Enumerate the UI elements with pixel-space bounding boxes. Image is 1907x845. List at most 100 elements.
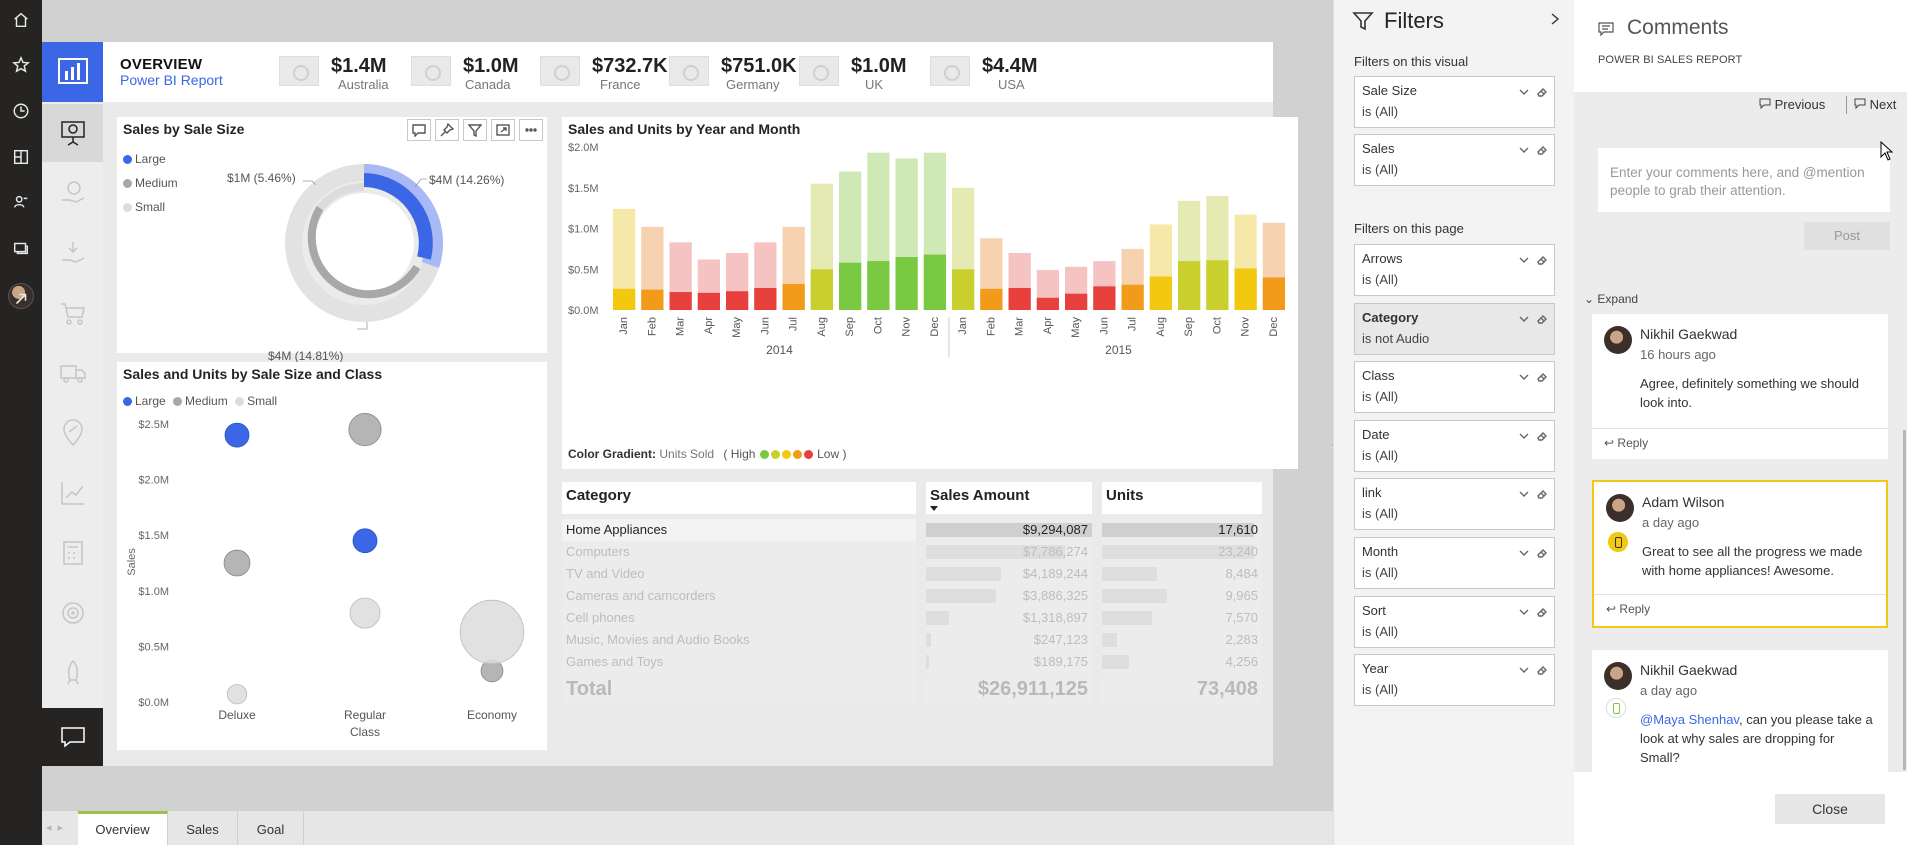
chevron-down-icon[interactable] — [1518, 547, 1530, 559]
home-icon[interactable] — [0, 0, 42, 40]
focus-mode-icon[interactable] — [491, 119, 515, 141]
tab-scroll-arrows[interactable]: ◂▸ — [46, 822, 70, 834]
column-bar-units[interactable] — [1065, 293, 1088, 310]
growth-chart-nav-icon[interactable] — [42, 464, 103, 522]
more-options-icon[interactable] — [519, 119, 543, 141]
bubble-card[interactable]: Sales and Units by Sale Size and Class L… — [117, 362, 547, 750]
filter-card-category[interactable]: Category is not Audio — [1354, 302, 1555, 355]
donut-arc-large[interactable] — [363, 173, 433, 260]
column-bar-units[interactable] — [980, 288, 1003, 310]
table-row[interactable]: Home Appliances $9,294,087 17,610 — [562, 519, 1262, 541]
table-row[interactable]: Games and Toys $189,175 4,256 — [562, 651, 1262, 673]
rocket-nav-icon[interactable] — [42, 644, 103, 702]
previous-button[interactable]: Previous — [1759, 97, 1825, 112]
expand-icon[interactable] — [0, 290, 42, 833]
legend-item-small[interactable]: Small — [123, 195, 178, 219]
column-bar-units[interactable] — [1121, 284, 1144, 310]
money-down-nav-icon[interactable] — [42, 224, 103, 282]
chevron-down-icon[interactable] — [1518, 430, 1530, 442]
column-bar-units[interactable] — [613, 288, 636, 310]
comment-author[interactable]: Nikhil Gaekwad — [1640, 662, 1738, 678]
eraser-icon[interactable] — [1536, 547, 1548, 559]
column-bar-units[interactable] — [1093, 286, 1116, 310]
comments-scrollbar[interactable] — [1903, 430, 1906, 770]
target-nav-icon[interactable] — [42, 584, 103, 642]
tab-sales[interactable]: Sales — [168, 811, 238, 845]
collapse-filters-icon[interactable] — [1548, 12, 1562, 26]
column-bar-units[interactable] — [952, 269, 975, 310]
column-bar-units[interactable] — [895, 257, 918, 310]
reply-button[interactable]: ↩ Reply — [1606, 602, 1650, 616]
chevron-down-icon[interactable] — [1518, 664, 1530, 676]
workspaces-icon[interactable] — [0, 228, 42, 268]
eraser-icon[interactable] — [1536, 430, 1548, 442]
filter-card-arrows[interactable]: Arrows is (All) — [1354, 244, 1555, 296]
column-bar-units[interactable] — [810, 269, 833, 310]
filter-card-date[interactable]: Date is (All) — [1354, 419, 1555, 472]
column-bar-units[interactable] — [782, 283, 805, 310]
filter-card-class[interactable]: Class is (All) — [1354, 361, 1555, 414]
column-bar-units[interactable] — [1234, 268, 1257, 310]
cart-nav-icon[interactable] — [42, 284, 103, 342]
chevron-down-icon[interactable] — [1518, 488, 1530, 500]
table-row[interactable]: TV and Video $4,189,244 8,484 — [562, 563, 1262, 585]
bubble-medium[interactable] — [348, 413, 382, 447]
column-bar-units[interactable] — [867, 261, 890, 310]
donut-arc-medium[interactable] — [307, 205, 421, 299]
column-bar-units[interactable] — [1262, 277, 1285, 310]
eraser-icon[interactable] — [1536, 371, 1548, 383]
eraser-icon[interactable] — [1536, 313, 1548, 325]
legend-item-medium[interactable]: Medium — [123, 171, 178, 195]
chevron-down-icon[interactable] — [1518, 86, 1530, 98]
post-button[interactable]: Post — [1804, 222, 1890, 250]
comment-icon[interactable] — [407, 119, 431, 141]
column-chart-card[interactable]: Sales and Units by Year and Month $2.0M $… — [562, 117, 1298, 469]
column-bar-units[interactable] — [1008, 287, 1031, 310]
column-bar-units[interactable] — [726, 291, 749, 310]
filter-card-sale-size[interactable]: Sale Size is (All) — [1354, 76, 1555, 128]
donut-arc-large-outer[interactable] — [363, 164, 444, 268]
recent-icon[interactable] — [0, 91, 42, 131]
discount-location-nav-icon[interactable] — [42, 404, 103, 462]
column-bar-units[interactable] — [641, 289, 664, 310]
column-bar-units[interactable] — [1036, 297, 1059, 310]
filter-card-sales[interactable]: Sales is (All) — [1354, 134, 1555, 186]
donut-card[interactable]: Sales by Sale Size Large Medium Small — [117, 117, 547, 363]
filter-card-month[interactable]: Month is (All) — [1354, 537, 1555, 589]
tab-goal[interactable]: Goal — [238, 811, 304, 845]
filter-card-year[interactable]: Year is (All) — [1354, 654, 1555, 707]
reply-button[interactable]: ↩ Reply — [1604, 436, 1648, 450]
legend-item-medium[interactable]: Medium — [173, 394, 228, 408]
next-button[interactable]: Next — [1854, 97, 1896, 112]
close-button[interactable]: Close — [1775, 794, 1885, 824]
bubble-large[interactable] — [352, 528, 378, 554]
comment-thread[interactable]: Nikhil Gaekwad a day ago @Maya Shenhav, … — [1592, 650, 1888, 772]
table-row[interactable]: Cell phones $1,318,897 7,570 — [562, 607, 1262, 629]
eraser-icon[interactable] — [1536, 488, 1548, 500]
legend-item-small[interactable]: Small — [235, 394, 277, 408]
mention-link[interactable]: @Maya Shenhav — [1640, 712, 1739, 727]
chevron-down-icon[interactable] — [1518, 254, 1530, 266]
table-header-sales[interactable]: Sales Amount — [926, 482, 1092, 514]
table-row[interactable]: Cameras and camcorders $3,886,325 9,965 — [562, 585, 1262, 607]
column-bar-units[interactable] — [839, 262, 862, 310]
bubble-large[interactable] — [224, 422, 250, 448]
chevron-down-icon[interactable] — [1518, 606, 1530, 618]
comment-thread-selected[interactable]: Adam Wilson a day ago Great to see all t… — [1592, 480, 1888, 628]
legend-item-large[interactable]: Large — [123, 147, 178, 171]
comment-author[interactable]: Adam Wilson — [1642, 494, 1725, 510]
eraser-icon[interactable] — [1536, 254, 1548, 266]
eraser-icon[interactable] — [1536, 86, 1548, 98]
column-bar-units[interactable] — [1149, 276, 1172, 310]
money-hand-nav-icon[interactable] — [42, 164, 103, 222]
table-row[interactable]: Computers $7,786,274 23,240 — [562, 541, 1262, 563]
favorites-icon[interactable] — [0, 45, 42, 85]
truck-nav-icon[interactable] — [42, 344, 103, 402]
column-bar-units[interactable] — [697, 292, 720, 310]
eraser-icon[interactable] — [1536, 606, 1548, 618]
comment-thread[interactable]: Nikhil Gaekwad 16 hours ago Agree, defin… — [1592, 314, 1888, 459]
column-bar-units[interactable] — [669, 292, 692, 310]
column-bar-units[interactable] — [1178, 261, 1201, 310]
comment-input[interactable]: Enter your comments here, and @mention p… — [1598, 148, 1890, 212]
table-header-units[interactable]: Units — [1102, 482, 1262, 514]
